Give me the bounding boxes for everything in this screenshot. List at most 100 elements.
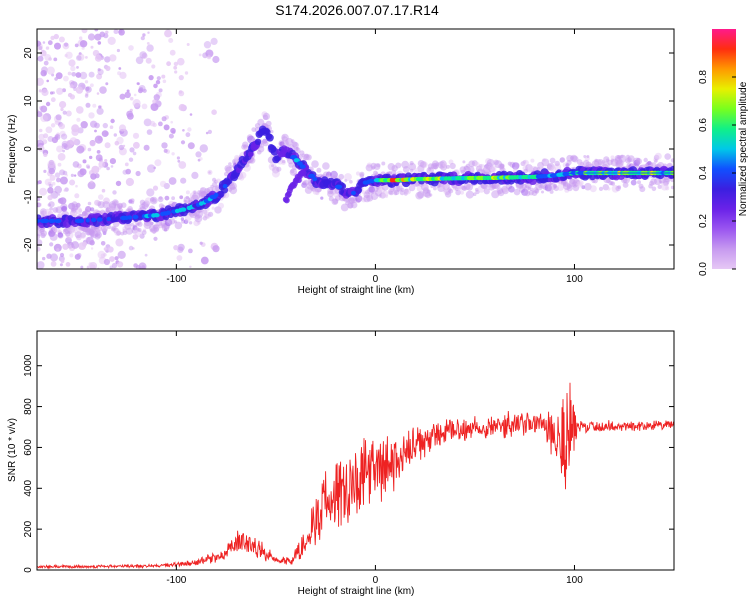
heatmap-cell: [91, 217, 97, 223]
heatmap-cell: [56, 177, 61, 183]
heatmap-cell: [312, 176, 318, 182]
heatmap-cell: [420, 161, 427, 168]
heatmap-cell: [102, 201, 110, 209]
heatmap-cell: [180, 140, 186, 145]
heatmap-cell: [598, 186, 604, 191]
heatmap-cell: [153, 166, 156, 170]
heatmap-cell: [96, 73, 103, 80]
heatmap-cell: [139, 51, 147, 59]
heatmap-cell: [54, 134, 61, 140]
heatmap-cell: [198, 53, 202, 57]
heatmap-cell: [94, 129, 97, 133]
heatmap-cell: [549, 189, 554, 194]
heatmap-cell: [340, 203, 349, 212]
heatmap-cell: [63, 75, 69, 82]
heatmap-cell: [211, 109, 217, 115]
heatmap-cell: [48, 183, 53, 188]
heatmap-cell: [63, 189, 66, 192]
heatmap-cell: [37, 246, 41, 252]
heatmap-cell: [38, 89, 43, 93]
heatmap-cell: [664, 153, 671, 160]
heatmap-cell: [135, 170, 141, 177]
heatmap-cell: [212, 245, 220, 253]
heatmap-cell: [85, 86, 92, 93]
heatmap-cell: [148, 75, 154, 81]
heatmap-cell: [98, 161, 106, 168]
heatmap-cell: [128, 157, 134, 162]
heatmap-cell: [455, 189, 461, 196]
heatmap-cell: [71, 72, 76, 77]
snr-series-line: [37, 382, 674, 570]
heatmap-cell: [37, 40, 41, 47]
snr-x-label: Height of straight line (km): [298, 586, 415, 597]
heatmap-cell: [56, 87, 64, 95]
heatmap-cell: [335, 184, 343, 189]
heatmap-cell: [169, 218, 176, 225]
heatmap-cell: [46, 66, 55, 75]
heatmap-cell: [200, 256, 209, 265]
heatmap-cell: [61, 133, 68, 140]
heatmap-cell: [59, 101, 67, 109]
y-tick-label: 0: [23, 146, 34, 152]
heatmap-cell: [112, 190, 117, 195]
heatmap-cell: [40, 105, 48, 113]
heatmap-cell: [117, 261, 124, 268]
heatmap-cell: [132, 132, 140, 139]
heatmap-cell: [199, 157, 203, 161]
heatmap-cell: [114, 256, 119, 261]
heatmap-cell: [47, 160, 56, 169]
heatmap-cell: [62, 149, 65, 153]
heatmap-cell: [103, 33, 109, 39]
heatmap-cell: [163, 124, 170, 131]
heatmap-cell: [37, 218, 41, 224]
colorbar-label: Normalized spectral amplitude: [738, 81, 749, 216]
heatmap-cell: [152, 99, 157, 104]
heatmap-cell: [153, 83, 158, 89]
heatmap-cell: [69, 94, 75, 100]
heatmap-cell: [300, 170, 307, 176]
heatmap-cell: [128, 245, 134, 251]
heatmap-cell: [442, 162, 448, 168]
heatmap-cell: [144, 253, 148, 257]
heatmap-cell: [159, 180, 167, 188]
heatmap-cell: [137, 82, 140, 86]
heatmap-cell: [57, 162, 62, 167]
heatmap-cell: [76, 106, 84, 114]
heatmap-cell: [116, 136, 124, 145]
heatmap-cell: [74, 253, 81, 260]
heatmap-cell: [359, 173, 365, 178]
heatmap-cell: [270, 147, 279, 156]
heatmap-cell: [43, 133, 49, 139]
heatmap-cell: [55, 72, 63, 80]
heatmap-cell: [141, 52, 148, 59]
heatmap-cell: [350, 201, 358, 209]
heatmap-cell: [320, 196, 324, 200]
heatmap-cell: [106, 216, 111, 222]
heatmap-cell: [90, 180, 94, 184]
y-tick-label: 10: [23, 95, 34, 107]
heatmap-cell: [222, 184, 228, 189]
heatmap-cell: [381, 161, 386, 166]
heatmap-cell: [81, 29, 88, 34]
heatmap-cell: [146, 42, 150, 45]
heatmap-cell: [98, 157, 103, 163]
heatmap-cell: [122, 144, 126, 148]
heatmap-cell: [180, 217, 185, 221]
heatmap-cell: [125, 227, 133, 235]
heatmap-cell: [197, 158, 201, 162]
heatmap-cell: [607, 187, 611, 191]
heatmap-cell: [79, 71, 88, 80]
heatmap-cell: [42, 41, 46, 44]
heatmap-cell: [326, 171, 332, 176]
heatmap-cell: [76, 66, 79, 69]
heatmap-cell: [88, 112, 95, 119]
heatmap-cell: [57, 153, 66, 161]
heatmap-cell: [60, 107, 64, 112]
snr-y-label: SNR (10 * v/v): [7, 418, 18, 482]
heatmap-cell: [178, 161, 187, 169]
heatmap-cell: [402, 166, 410, 173]
heatmap-cell: [64, 42, 69, 47]
heatmap-cell: [530, 158, 535, 163]
heatmap-cell: [69, 179, 76, 186]
heatmap-cell: [65, 51, 73, 59]
